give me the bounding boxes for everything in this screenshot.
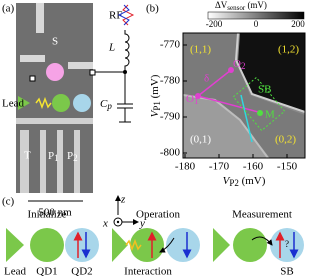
y-tick-label: -770 xyxy=(160,39,181,51)
point-o1 xyxy=(195,93,201,99)
gate-label: S xyxy=(52,36,58,48)
qd2 xyxy=(73,94,91,112)
contact xyxy=(89,69,96,76)
unknown: ? xyxy=(285,239,289,249)
rf-wave xyxy=(122,4,135,26)
region-label: (1,2) xyxy=(278,44,299,56)
gate xyxy=(68,62,93,69)
point-o2 xyxy=(228,67,234,73)
point-label: O2 xyxy=(233,58,245,72)
colorbar-tick: -200 xyxy=(206,19,223,29)
lead-triangle xyxy=(18,96,30,110)
panel-b: (b) ΔVsensor (mV) -200 0 200 O1 O2 δ M S… xyxy=(146,0,306,189)
x-axis xyxy=(116,220,120,224)
contact xyxy=(29,75,36,82)
plot-frame xyxy=(182,32,306,159)
axis-label: z xyxy=(120,194,126,206)
y-tick-label: -790 xyxy=(160,111,181,123)
qd1 xyxy=(130,228,164,262)
inductor xyxy=(124,30,130,104)
region-label: (1,1) xyxy=(190,44,211,56)
region-label: SB xyxy=(258,84,271,96)
colorbar-tick: 0 xyxy=(254,19,259,29)
lead-triangle xyxy=(112,228,128,262)
map-region xyxy=(183,95,268,158)
axis-label: x xyxy=(102,218,108,230)
gate-label: P2 xyxy=(67,150,78,164)
rf-label: RF xyxy=(109,10,122,22)
panel-c: (c) Initialize Operation Measurement ? L… xyxy=(2,196,304,278)
gate xyxy=(57,130,63,193)
qd2 xyxy=(166,228,200,262)
step-title: Initialize xyxy=(27,209,66,221)
qd1 xyxy=(233,228,267,262)
x-axis-label: VP2 (mV) xyxy=(223,175,266,189)
inductor-label: L xyxy=(108,42,115,54)
detuning-line xyxy=(197,69,232,97)
lead-triangle xyxy=(213,228,230,262)
colorbar xyxy=(207,11,305,20)
region-label: (0,2) xyxy=(275,134,296,146)
tunnel-arrow xyxy=(251,236,273,246)
interaction xyxy=(125,238,142,252)
axis-label: y xyxy=(139,218,145,230)
rf-wave xyxy=(117,4,130,26)
panel-label: (a) xyxy=(2,3,15,15)
colorbar-title: ΔVsensor (mV) xyxy=(215,0,267,12)
y-tick-label: -780 xyxy=(160,75,181,87)
step-title: Operation xyxy=(136,209,180,221)
scale-label: 500 nm xyxy=(38,207,72,219)
lead-triangle xyxy=(6,228,24,262)
bottom-label: QD1 xyxy=(36,266,57,278)
qd1 xyxy=(30,228,64,262)
gate xyxy=(20,55,45,62)
panel-a: (a) S Lead T P1 P2 500 nm RF L Cp z x y xyxy=(2,3,145,230)
panel-label: (c) xyxy=(2,196,15,208)
gate-label: T xyxy=(24,150,31,162)
panel-label: (b) xyxy=(146,3,159,15)
capacitor-label: Cp xyxy=(100,98,112,112)
sensor-dot xyxy=(46,63,64,81)
x-tick-label: -180 xyxy=(175,161,196,173)
transition-line xyxy=(234,32,306,113)
qd1 xyxy=(52,94,70,112)
bottom-label: SB xyxy=(280,266,293,278)
gate xyxy=(16,118,93,124)
tunnel xyxy=(35,96,52,110)
point-m xyxy=(257,110,263,116)
tunnel-arrow xyxy=(159,237,175,253)
gate xyxy=(40,130,46,193)
gate xyxy=(74,130,80,193)
gate xyxy=(20,130,29,193)
point-label: δ xyxy=(204,73,209,85)
detuning-line xyxy=(197,95,263,114)
y-axis-label: VP1 (mV) xyxy=(149,74,163,117)
x-tick-label: -160 xyxy=(243,161,264,173)
map-region xyxy=(238,33,305,112)
x-tick-label: -150 xyxy=(277,161,298,173)
colorbar-tick: 200 xyxy=(291,19,305,29)
node xyxy=(123,70,127,74)
point-label: M xyxy=(265,109,275,121)
bottom-label: QD2 xyxy=(71,266,92,278)
bottom-label: Lead xyxy=(4,266,26,278)
lead-label: Lead xyxy=(2,98,24,110)
gate xyxy=(36,3,44,33)
x-tick-label: -170 xyxy=(209,161,230,173)
gate-label: P1 xyxy=(48,150,59,164)
bottom-label: Interaction xyxy=(124,266,172,278)
map-region xyxy=(183,33,305,158)
qd2 xyxy=(65,228,99,262)
point-label: O1 xyxy=(186,93,198,107)
step-title: Measurement xyxy=(232,209,292,221)
readout-line xyxy=(240,94,253,143)
y-tick-label: -800 xyxy=(160,147,181,159)
region-label: (0,1) xyxy=(190,134,211,146)
